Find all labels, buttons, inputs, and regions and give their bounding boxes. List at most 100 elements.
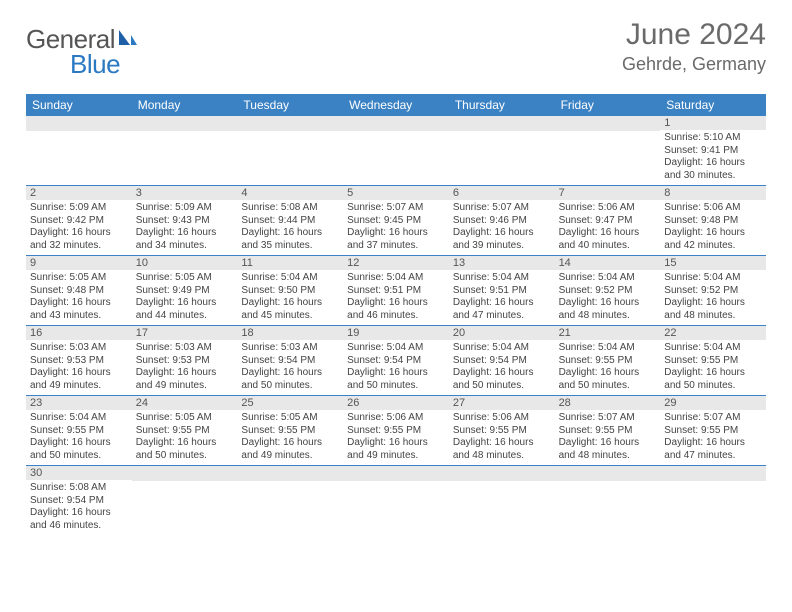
day-detail: Sunrise: 5:04 AMSunset: 9:52 PMDaylight:… [664,272,762,322]
detail-line: Sunrise: 5:06 AM [347,412,445,425]
detail-line: Daylight: 16 hours [136,227,234,240]
detail-line: and 50 minutes. [30,450,128,463]
day-detail: Sunrise: 5:04 AMSunset: 9:51 PMDaylight:… [453,272,551,322]
day-number: 26 [343,396,449,410]
detail-line: Daylight: 16 hours [30,227,128,240]
detail-line: and 48 minutes. [559,310,657,323]
detail-line: Daylight: 16 hours [136,437,234,450]
day-cell: 18Sunrise: 5:03 AMSunset: 9:54 PMDayligh… [237,326,343,395]
detail-line: Daylight: 16 hours [136,297,234,310]
day-detail: Sunrise: 5:07 AMSunset: 9:45 PMDaylight:… [347,202,445,252]
detail-line: Sunrise: 5:10 AM [664,132,762,145]
detail-line: Sunset: 9:48 PM [30,285,128,298]
day-number: 2 [26,186,132,200]
day-detail: Sunrise: 5:04 AMSunset: 9:50 PMDaylight:… [241,272,339,322]
day-header-cell: Monday [132,94,238,116]
day-detail: Sunrise: 5:07 AMSunset: 9:46 PMDaylight:… [453,202,551,252]
detail-line: Sunset: 9:55 PM [30,425,128,438]
detail-line: Sunset: 9:42 PM [30,215,128,228]
brand-part2: Blue [70,49,120,79]
detail-line: and 37 minutes. [347,240,445,253]
detail-line: Daylight: 16 hours [453,297,551,310]
day-detail: Sunrise: 5:05 AMSunset: 9:48 PMDaylight:… [30,272,128,322]
empty-day-band [237,116,343,131]
day-cell: 8 Sunrise: 5:06 AMSunset: 9:48 PMDaylight… [660,186,766,255]
detail-line: Sunrise: 5:04 AM [664,342,762,355]
day-cell: 19Sunrise: 5:04 AMSunset: 9:54 PMDayligh… [343,326,449,395]
day-detail: Sunrise: 5:06 AMSunset: 9:48 PMDaylight:… [664,202,762,252]
day-detail: Sunrise: 5:04 AMSunset: 9:55 PMDaylight:… [664,342,762,392]
detail-line: and 35 minutes. [241,240,339,253]
day-cell: 3Sunrise: 5:09 AMSunset: 9:43 PMDaylight… [132,186,238,255]
detail-line: and 32 minutes. [30,240,128,253]
detail-line: and 42 minutes. [664,240,762,253]
title-block: June 2024 Gehrde, Germany [622,18,766,75]
detail-line: Daylight: 16 hours [30,297,128,310]
day-cell [555,116,661,185]
day-cell [555,466,661,535]
detail-line: Sunset: 9:46 PM [453,215,551,228]
day-cell: 5Sunrise: 5:07 AMSunset: 9:45 PMDaylight… [343,186,449,255]
day-number: 28 [555,396,661,410]
detail-line: Daylight: 16 hours [136,367,234,380]
detail-line: Sunset: 9:53 PM [30,355,128,368]
day-header-cell: Tuesday [237,94,343,116]
day-cell: 25Sunrise: 5:05 AMSunset: 9:55 PMDayligh… [237,396,343,465]
detail-line: Daylight: 16 hours [453,437,551,450]
day-header-row: SundayMondayTuesdayWednesdayThursdayFrid… [26,94,766,116]
location-label: Gehrde, Germany [622,54,766,75]
day-detail: Sunrise: 5:04 AMSunset: 9:54 PMDaylight:… [453,342,551,392]
day-detail: Sunrise: 5:08 AMSunset: 9:54 PMDaylight:… [30,482,128,532]
day-cell: 2 Sunrise: 5:09 AMSunset: 9:42 PMDaylight… [26,186,132,255]
detail-line: and 47 minutes. [664,450,762,463]
detail-line: Sunset: 9:55 PM [664,355,762,368]
day-cell: 4Sunrise: 5:08 AMSunset: 9:44 PMDaylight… [237,186,343,255]
detail-line: Sunset: 9:54 PM [241,355,339,368]
detail-line: and 39 minutes. [453,240,551,253]
day-number: 21 [555,326,661,340]
detail-line: and 50 minutes. [664,380,762,393]
detail-line: and 49 minutes. [241,450,339,463]
detail-line: Sunset: 9:54 PM [347,355,445,368]
day-number: 7 [555,186,661,200]
detail-line: Sunset: 9:55 PM [347,425,445,438]
day-cell [343,466,449,535]
day-detail: Sunrise: 5:09 AMSunset: 9:42 PMDaylight:… [30,202,128,252]
day-number: 23 [26,396,132,410]
day-detail: Sunrise: 5:04 AMSunset: 9:52 PMDaylight:… [559,272,657,322]
detail-line: Sunrise: 5:04 AM [241,272,339,285]
day-number: 24 [132,396,238,410]
day-cell: 23Sunrise: 5:04 AMSunset: 9:55 PMDayligh… [26,396,132,465]
day-cell [237,116,343,185]
day-cell [132,466,238,535]
day-header-cell: Sunday [26,94,132,116]
day-number: 29 [660,396,766,410]
detail-line: and 50 minutes. [347,380,445,393]
detail-line: and 34 minutes. [136,240,234,253]
detail-line: Daylight: 16 hours [241,437,339,450]
day-cell [132,116,238,185]
day-cell [237,466,343,535]
empty-day-band [26,116,132,131]
detail-line: Daylight: 16 hours [241,367,339,380]
day-cell [449,466,555,535]
day-detail: Sunrise: 5:07 AMSunset: 9:55 PMDaylight:… [559,412,657,462]
detail-line: Sunrise: 5:05 AM [30,272,128,285]
day-number: 8 [660,186,766,200]
detail-line: Sunset: 9:55 PM [453,425,551,438]
detail-line: and 50 minutes. [453,380,551,393]
day-number: 1 [660,116,766,130]
detail-line: Daylight: 16 hours [664,437,762,450]
day-detail: Sunrise: 5:06 AMSunset: 9:55 PMDaylight:… [347,412,445,462]
detail-line: Daylight: 16 hours [559,227,657,240]
day-number: 17 [132,326,238,340]
detail-line: Sunrise: 5:05 AM [136,272,234,285]
empty-day-band [555,116,661,131]
day-cell: 13Sunrise: 5:04 AMSunset: 9:51 PMDayligh… [449,256,555,325]
day-cell: 9Sunrise: 5:05 AMSunset: 9:48 PMDaylight… [26,256,132,325]
day-number: 20 [449,326,555,340]
detail-line: Daylight: 16 hours [559,367,657,380]
detail-line: Daylight: 16 hours [664,157,762,170]
detail-line: Sunset: 9:52 PM [559,285,657,298]
sail-icon [117,24,137,55]
